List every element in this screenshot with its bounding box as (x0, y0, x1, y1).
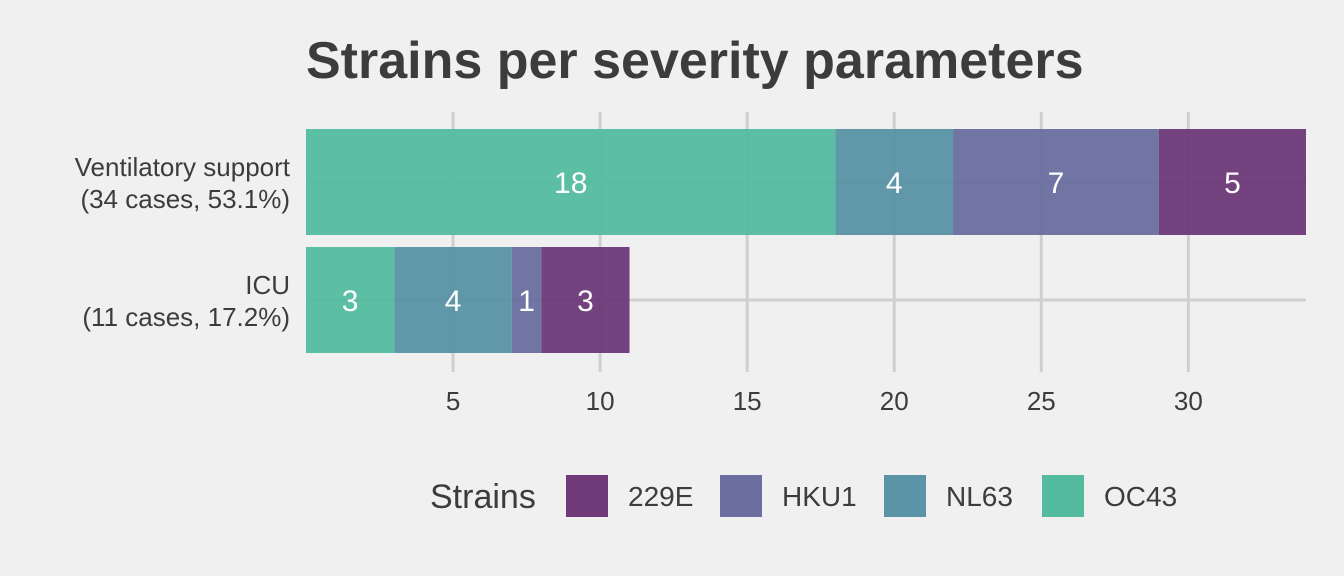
legend-title: Strains (430, 478, 536, 516)
category-label-line1-0: Ventilatory support (75, 152, 291, 182)
category-labels: Ventilatory support(34 cases, 53.1%) ICU(… (75, 152, 291, 332)
bar-229E-1 (541, 247, 630, 353)
legend-label-229E: 229E (628, 481, 693, 512)
legend-key-229E (566, 475, 608, 517)
bar-OC43-0 (306, 129, 836, 235)
x-axis-ticks: 5 10 15 20 25 30 (446, 386, 1203, 416)
x-tick-label-20: 20 (880, 386, 909, 416)
legend-key-NL63 (884, 475, 926, 517)
x-tick-label-10: 10 (586, 386, 615, 416)
bar-HKU1-0 (953, 129, 1159, 235)
bar-value-label-OC43-1: 3 (342, 285, 359, 318)
bar-value-label-OC43-0: 18 (554, 167, 587, 200)
bar-value-label-229E-0: 5 (1224, 167, 1241, 200)
legend-label-OC43: OC43 (1104, 481, 1177, 512)
x-tick-label-5: 5 (446, 386, 460, 416)
bar-value-label-229E-1: 3 (577, 285, 594, 318)
x-tick-label-30: 30 (1174, 386, 1203, 416)
chart-title: Strains per severity parameters (306, 32, 1084, 90)
bar-value-label-HKU1-0: 7 (1048, 167, 1065, 200)
bar-NL63-1 (394, 247, 512, 353)
bar-229E-0 (1158, 129, 1306, 235)
legend-key-HKU1 (720, 475, 762, 517)
bars: 18 4 7 5 3 4 1 3 (306, 129, 1306, 353)
bar-value-label-NL63-1: 4 (445, 285, 462, 318)
category-label-line2-1: (11 cases, 17.2%) (82, 302, 290, 332)
bar-value-label-HKU1-1: 1 (518, 285, 535, 318)
legend-label-HKU1: HKU1 (782, 481, 857, 512)
x-tick-label-15: 15 (733, 386, 762, 416)
category-label-line1-1: ICU (245, 270, 290, 300)
legend-label-NL63: NL63 (946, 481, 1013, 512)
bar-NL63-0 (835, 129, 954, 235)
legend: Strains 229E HKU1 NL63 OC43 (430, 475, 1177, 517)
x-tick-label-25: 25 (1027, 386, 1056, 416)
legend-key-OC43 (1042, 475, 1084, 517)
bar-OC43-1 (306, 247, 395, 353)
bar-HKU1-1 (511, 247, 542, 353)
bar-value-label-NL63-0: 4 (886, 167, 903, 200)
category-label-line2-0: (34 cases, 53.1%) (80, 184, 290, 214)
